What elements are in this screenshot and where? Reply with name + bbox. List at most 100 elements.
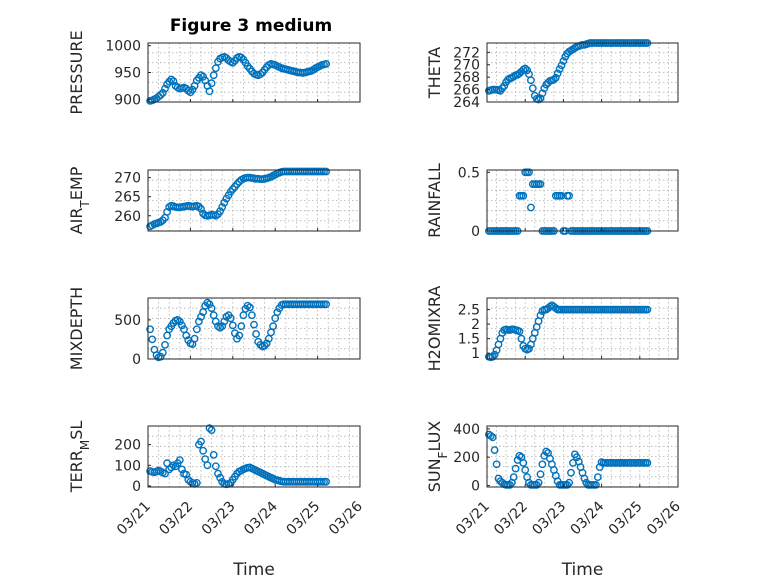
data-point (519, 191, 528, 200)
y-axis-label: TERRMSL (67, 421, 92, 494)
data-point (197, 312, 205, 321)
y-tick-label: 0 (471, 479, 480, 495)
subplot-h2omixra: 11.522.5 H2OMIXRA (425, 286, 679, 372)
data-point (250, 320, 258, 329)
data-point (567, 468, 575, 477)
data-point (165, 77, 174, 86)
data-point (509, 473, 518, 481)
y-tick-label: 2 (471, 317, 480, 333)
data-point (572, 453, 581, 462)
data-point (158, 348, 167, 357)
y-tick-label: 270 (453, 58, 480, 74)
y-tick-label: 265 (114, 190, 141, 206)
data-point (538, 460, 547, 469)
y-tick-label: 2.5 (458, 303, 480, 319)
data-point (322, 477, 330, 486)
axes-frame (486, 169, 679, 232)
data-point (551, 73, 560, 82)
data-point (226, 314, 235, 323)
data-point (228, 185, 237, 194)
data-point (273, 308, 282, 316)
data-point (521, 64, 530, 73)
data-point (488, 352, 497, 361)
data-point (218, 322, 227, 331)
data-point (188, 85, 197, 94)
y-tick-label: 0 (132, 479, 141, 495)
y-tick-label: 200 (453, 450, 480, 466)
data-point (555, 65, 564, 74)
data-point (156, 91, 165, 99)
data-point (211, 462, 220, 471)
data-point (252, 330, 261, 338)
y-tick-label: 266 (453, 83, 480, 99)
data-point (165, 465, 174, 474)
y-tick-label: 0 (471, 224, 480, 240)
y-axis-label: PRESSURE (67, 30, 86, 114)
data-point (237, 53, 246, 62)
data-point (161, 340, 169, 349)
data-point (322, 167, 330, 176)
data-point (216, 473, 225, 482)
data-point (207, 426, 216, 434)
data-point (492, 460, 501, 469)
data-point (220, 317, 229, 326)
data-point (161, 469, 169, 478)
data-point (527, 203, 535, 212)
data-point (488, 433, 497, 442)
data-point (237, 322, 246, 331)
data-point (540, 84, 549, 93)
data-point (167, 463, 176, 472)
data-point (565, 191, 573, 200)
data-point (205, 424, 214, 432)
data-point (500, 82, 509, 90)
y-tick-label: 272 (453, 45, 480, 61)
x-axis-label: Time (232, 560, 275, 580)
data-point (519, 458, 528, 467)
data-point (194, 202, 203, 211)
data-point (557, 191, 566, 200)
data-point (222, 54, 231, 62)
data-point (553, 69, 562, 78)
data-point (505, 480, 514, 489)
data-point (515, 451, 524, 460)
data-point (233, 180, 241, 189)
y-tick-label: 0 (132, 352, 141, 368)
data-point (235, 331, 244, 340)
subplot-air-temp: 260 265 270 AIRTEMP (67, 166, 361, 234)
data-point (525, 344, 533, 353)
data-point (559, 57, 568, 65)
y-axis-label: SUNFLUX (425, 421, 450, 493)
y-tick-label: 0.5 (458, 165, 480, 181)
y-axis-label: H2OMIXRA (425, 286, 444, 372)
data-point (595, 463, 604, 471)
axes-frame (147, 297, 361, 360)
data-point (209, 71, 218, 80)
data-point (192, 325, 201, 334)
y-tick-label: 1000 (105, 39, 141, 55)
data-point (205, 87, 214, 96)
data-point (565, 478, 573, 487)
data-point (536, 180, 545, 189)
data-point (146, 325, 155, 334)
data-point (269, 322, 277, 331)
data-point (148, 335, 157, 344)
y-axis-label: MIXDEPTH (67, 287, 86, 370)
y-axis-label: THETA (425, 47, 444, 99)
y-axis-label: AIRTEMP (67, 166, 92, 234)
data-point (197, 204, 205, 213)
axes-frame (147, 425, 361, 488)
data-point (643, 458, 652, 467)
data-point (643, 305, 652, 314)
data-point (557, 61, 566, 70)
data-point (525, 168, 533, 177)
data-point (197, 437, 205, 446)
y-axis-label: RAINFALL (425, 163, 444, 238)
subplot-rainfall: 0 0.5 RAINFALL (425, 163, 679, 240)
data-point (550, 75, 558, 84)
subplot-pressure: 900 950 1000 PRESSURE (67, 30, 361, 115)
data-point (511, 464, 520, 473)
data-point (161, 84, 169, 93)
data-point (542, 447, 551, 456)
data-point (205, 300, 214, 309)
